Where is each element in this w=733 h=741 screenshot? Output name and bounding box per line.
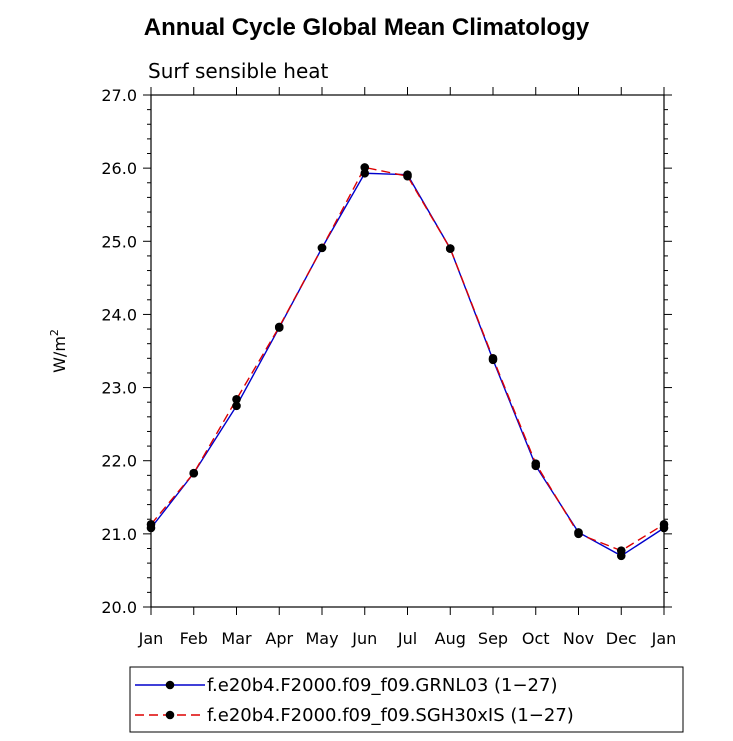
series-2-point [360,163,370,172]
x-tick-label: Aug [435,629,466,648]
y-axis-label-exponent: 2 [48,329,61,336]
x-tick-labels: Jan Feb Mar Apr May Jun Jul Aug Sep Oct Nov Dec Jan [138,629,677,648]
x-tick-label: Feb [180,629,208,648]
x-tick-label: Jan [651,629,677,648]
series-2-point [616,546,626,555]
x-tick-label: Dec [606,629,637,648]
x-tick-label: Oct [522,629,550,648]
series-2-point [488,354,498,363]
y-axis-label-base: W/m [50,336,69,373]
chart-subtitle: Surf sensible heat [148,59,329,83]
series-2-point [274,322,284,332]
y-tick-label: 21.0 [101,525,137,544]
plot-frame [150,94,665,608]
legend-marker-1 [165,680,175,690]
y-axis-label: W/m2 [48,329,69,373]
x-tick-label: Jun [351,629,377,648]
legend-marker-2 [165,710,175,720]
y-tick-label: 26.0 [101,159,137,178]
series-line-1 [150,172,665,557]
series-2-point [403,171,412,181]
x-tick-label: Apr [265,629,293,648]
y-tick-label: 27.0 [101,86,137,105]
legend-label-1: f.e20b4.F2000.f09_f09.GRNL03 (1−27) [207,675,557,696]
series-line-2 [150,166,665,552]
series-2-point [189,468,199,478]
series-2-point [317,243,327,253]
legend: f.e20b4.F2000.f09_f09.GRNL03 (1−27) f.e20… [129,666,684,733]
y-tick-label: 22.0 [101,452,137,471]
x-tick-label: Mar [221,629,252,648]
legend-box [129,666,684,733]
series-1-point [232,401,241,411]
chart-title: Annual Cycle Global Mean Climatology [143,14,590,41]
y-tick-label: 25.0 [101,232,137,251]
series-2-point [445,244,455,253]
x-tick-label: Nov [563,629,594,648]
legend-label-2: f.e20b4.F2000.f09_f09.SGH30xIS (1−27) [207,705,574,726]
x-tick-label: Jan [138,629,164,648]
y-tick-labels: 20.0 21.0 22.0 23.0 24.0 25.0 26.0 27.0 [101,86,137,617]
y-tick-label: 23.0 [101,379,137,398]
y-tick-label: 20.0 [101,598,137,617]
x-tick-label: May [305,629,338,648]
y-tick-label: 24.0 [101,305,137,324]
tick-marks [143,87,672,615]
x-tick-label: Sep [478,629,508,648]
series-layer [146,163,669,561]
x-tick-label: Jul [397,629,417,648]
series-2-point [574,529,583,539]
series-2-point [232,394,241,404]
series-2-point [531,459,541,468]
